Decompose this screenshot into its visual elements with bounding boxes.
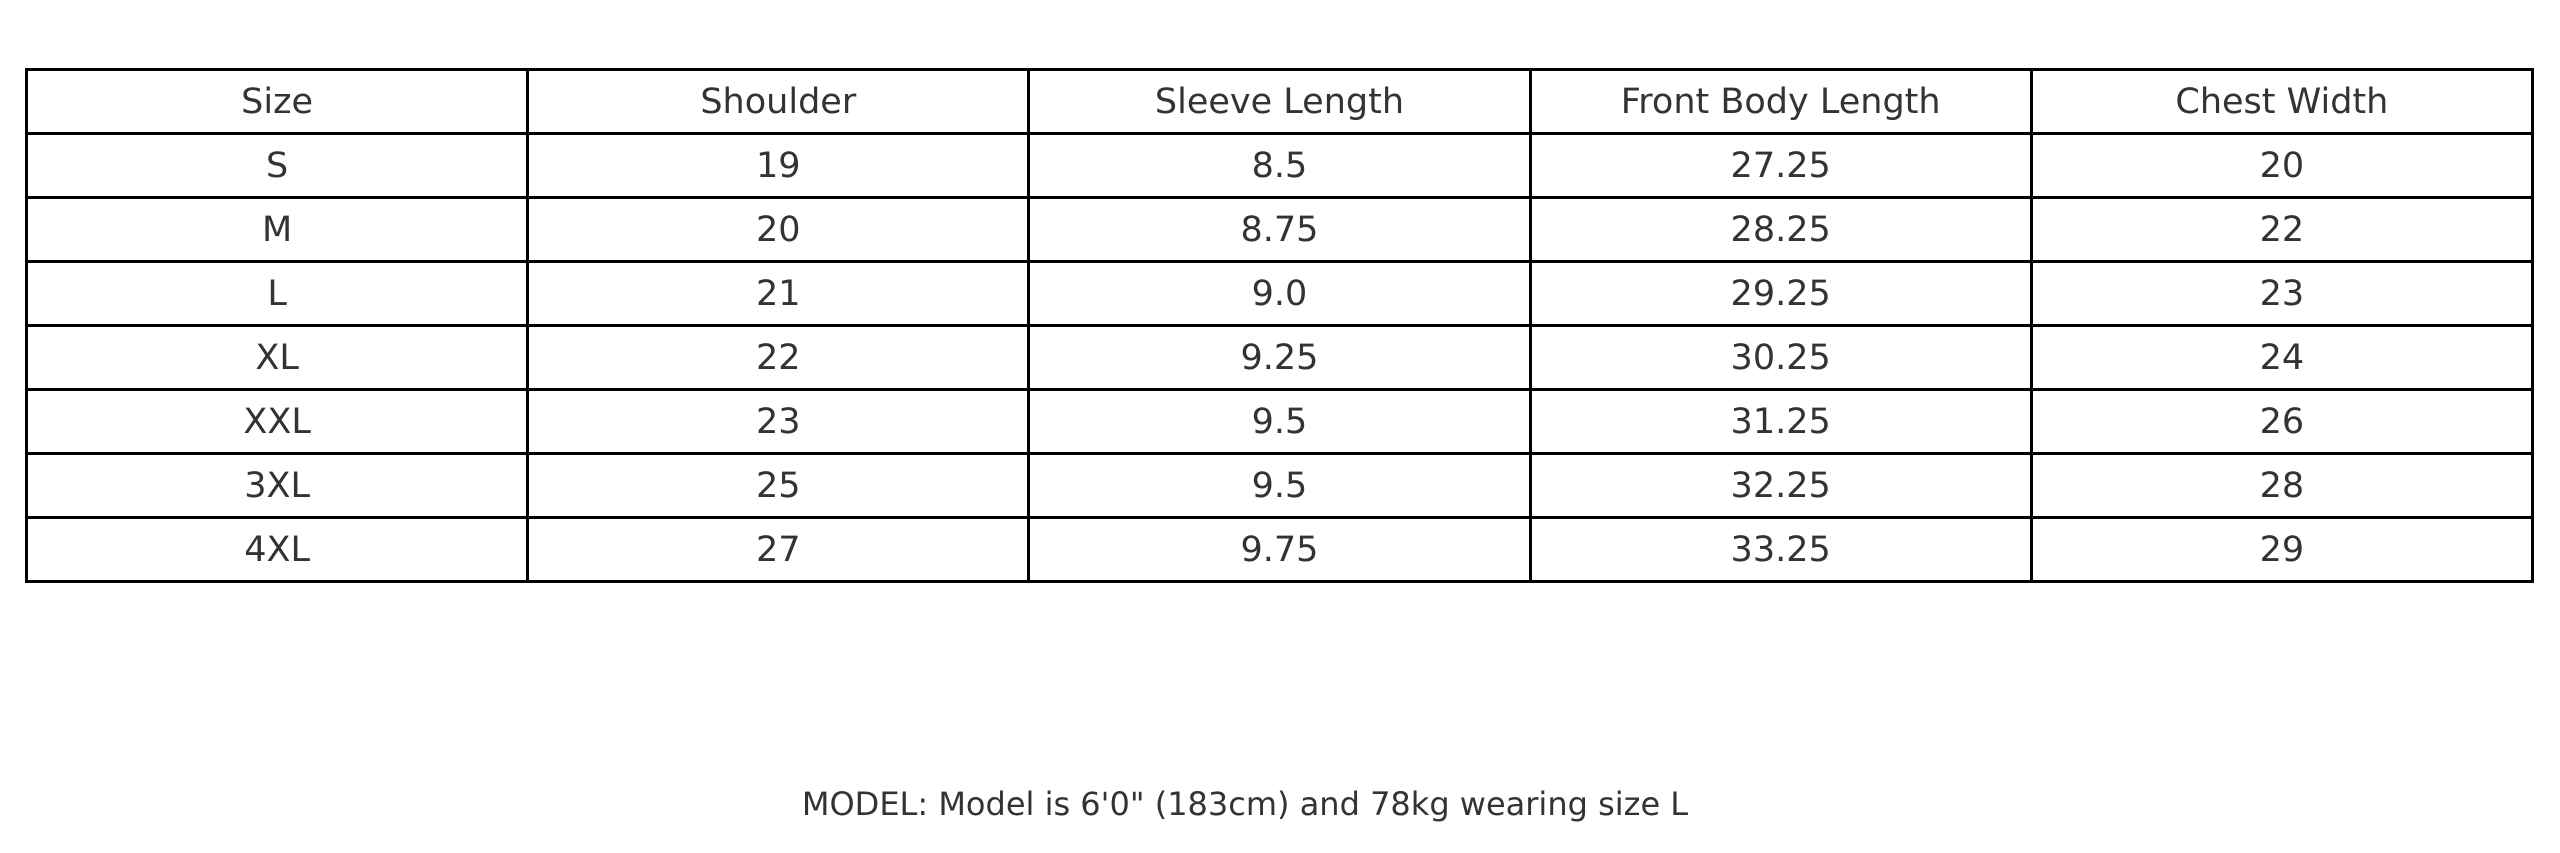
table-row: M 20 8.75 28.25 22 xyxy=(24,196,2535,263)
column-header: Size xyxy=(24,68,530,135)
table-cell: S xyxy=(24,132,530,199)
table-cell: 9.75 xyxy=(1027,516,1532,583)
table-cell: 20 xyxy=(2029,132,2535,199)
table-cell: 21 xyxy=(526,260,1031,327)
table-cell: 25 xyxy=(526,452,1031,519)
table-cell: 30.25 xyxy=(1528,324,2033,391)
table-cell: 9.0 xyxy=(1027,260,1532,327)
table-row: 4XL 27 9.75 33.25 29 xyxy=(24,516,2535,583)
table-cell: 9.5 xyxy=(1027,452,1532,519)
table-row: XL 22 9.25 30.25 24 xyxy=(24,324,2535,391)
table-cell: 23 xyxy=(2029,260,2535,327)
table-cell: 22 xyxy=(2029,196,2535,263)
table-cell: XL xyxy=(24,324,530,391)
table-cell: 8.5 xyxy=(1027,132,1532,199)
table-row: 3XL 25 9.5 32.25 28 xyxy=(24,452,2535,519)
model-note: MODEL: Model is 6'0" (183cm) and 78kg we… xyxy=(801,785,1689,823)
table-cell: 28.25 xyxy=(1528,196,2033,263)
table-cell: 29 xyxy=(2029,516,2535,583)
column-header: Front Body Length xyxy=(1528,68,2033,135)
table-cell: 22 xyxy=(526,324,1031,391)
table-cell: 9.25 xyxy=(1027,324,1532,391)
table-cell: 24 xyxy=(2029,324,2535,391)
table-cell: 23 xyxy=(526,388,1031,455)
table-cell: 33.25 xyxy=(1528,516,2033,583)
table-cell: 28 xyxy=(2029,452,2535,519)
table-cell: 4XL xyxy=(24,516,530,583)
table-cell: 31.25 xyxy=(1528,388,2033,455)
table-row: XXL 23 9.5 31.25 26 xyxy=(24,388,2535,455)
table-cell: 8.75 xyxy=(1027,196,1532,263)
table-cell: 29.25 xyxy=(1528,260,2033,327)
table-cell: 3XL xyxy=(24,452,530,519)
table-cell: M xyxy=(24,196,530,263)
size-chart-table: Size Shoulder Sleeve Length Front Body Leng… xyxy=(24,68,2535,583)
table-header-row: Size Shoulder Sleeve Length Front Body Leng… xyxy=(24,68,2535,135)
table-cell: 9.5 xyxy=(1027,388,1532,455)
table-cell: XXL xyxy=(24,388,530,455)
table-cell: L xyxy=(24,260,530,327)
column-header: Shoulder xyxy=(526,68,1031,135)
table-cell: 19 xyxy=(526,132,1031,199)
table-cell: 20 xyxy=(526,196,1031,263)
column-header: Sleeve Length xyxy=(1027,68,1532,135)
table-cell: 27.25 xyxy=(1528,132,2033,199)
table-cell: 32.25 xyxy=(1528,452,2033,519)
column-header: Chest Width xyxy=(2029,68,2535,135)
table-row: S 19 8.5 27.25 20 xyxy=(24,132,2535,199)
table-cell: 27 xyxy=(526,516,1031,583)
table-row: L 21 9.0 29.25 23 xyxy=(24,260,2535,327)
table-cell: 26 xyxy=(2029,388,2535,455)
